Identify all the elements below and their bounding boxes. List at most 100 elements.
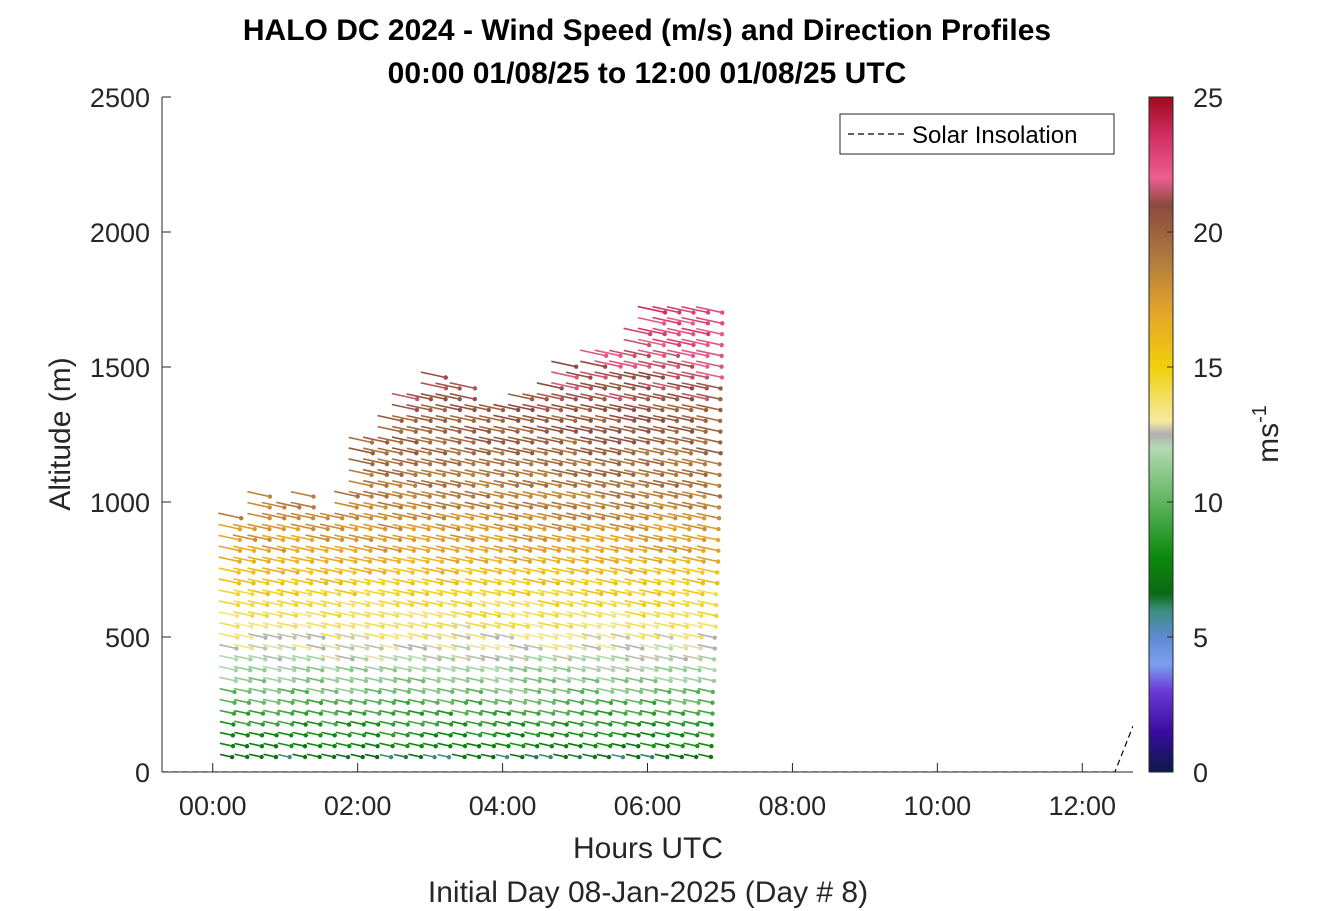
- wind-vector-head: [702, 494, 707, 499]
- wind-vector: [420, 436, 445, 444]
- wind-vector: [580, 414, 605, 422]
- wind-vector-head: [261, 678, 267, 684]
- wind-vector: [435, 523, 459, 530]
- wind-vector: [437, 720, 452, 726]
- wind-vector-head: [636, 733, 641, 738]
- wind-vector: [567, 731, 582, 737]
- wind-vector: [494, 567, 515, 574]
- wind-vector-head: [625, 667, 630, 673]
- wind-vector-head: [395, 591, 400, 597]
- wind-vector-head: [717, 483, 722, 488]
- wind-vector: [277, 633, 295, 639]
- wind-vector: [451, 676, 468, 682]
- wind-vector: [594, 382, 620, 390]
- wind-vector: [637, 305, 666, 314]
- wind-vector-head: [582, 646, 587, 651]
- wind-vector: [465, 687, 482, 693]
- wind-vector-head: [645, 461, 650, 467]
- wind-vector-head: [654, 657, 660, 662]
- wind-vector-head: [541, 581, 546, 586]
- wind-vector-head: [661, 342, 666, 348]
- wind-vector: [681, 316, 709, 325]
- wind-vector: [233, 567, 254, 574]
- wind-vector-head: [411, 537, 417, 543]
- wind-vector-head: [701, 537, 707, 543]
- wind-vector: [478, 404, 504, 411]
- wind-vector: [667, 534, 690, 541]
- wind-vector: [495, 709, 510, 715]
- wind-vector-head: [593, 733, 599, 738]
- wind-vector: [668, 676, 686, 682]
- wind-vector: [464, 501, 489, 509]
- wind-vector: [422, 731, 437, 737]
- wind-vector-head: [646, 429, 651, 434]
- wind-vector-head: [442, 429, 448, 434]
- wind-vector-head: [601, 505, 606, 510]
- wind-vector-head: [558, 407, 564, 413]
- wind-vector: [218, 611, 238, 617]
- wind-vector-head: [414, 396, 420, 402]
- wind-vector-head: [405, 700, 411, 705]
- wind-vector-head: [542, 526, 547, 532]
- wind-vector-head: [528, 505, 534, 510]
- wind-vector: [248, 644, 266, 650]
- wind-vector-head: [602, 451, 607, 456]
- wind-vector: [377, 523, 401, 530]
- wind-vector: [508, 654, 527, 660]
- wind-vector-head: [673, 505, 678, 510]
- wind-vector: [508, 469, 532, 476]
- wind-vector: [565, 512, 590, 519]
- wind-vector-head: [471, 429, 477, 434]
- wind-vector: [363, 600, 383, 606]
- wind-vector-head: [457, 418, 462, 424]
- wind-vector: [436, 698, 453, 704]
- wind-vector-head: [390, 743, 395, 749]
- wind-vector: [248, 720, 263, 726]
- wind-vector: [695, 316, 723, 325]
- wind-vector-head: [536, 689, 542, 695]
- wind-vector: [681, 305, 709, 314]
- wind-vector: [421, 654, 440, 660]
- wind-vector-head: [395, 602, 400, 608]
- wind-vector: [682, 600, 703, 606]
- wind-vector: [695, 360, 722, 368]
- wind-vector-head: [364, 657, 369, 662]
- wind-vector-head: [273, 744, 279, 749]
- wind-vector-head: [321, 635, 326, 640]
- wind-vector-head: [689, 396, 695, 402]
- wind-vector-head: [572, 505, 578, 510]
- wind-vector: [682, 589, 703, 595]
- wind-vector: [276, 610, 297, 617]
- wind-vector: [421, 589, 442, 595]
- wind-vector: [696, 512, 720, 519]
- wind-vector-head: [703, 407, 709, 413]
- wind-vector-head: [623, 700, 628, 705]
- wind-vector: [522, 425, 547, 433]
- wind-vector-head: [537, 678, 542, 684]
- wind-vector-head: [470, 505, 475, 510]
- wind-vector: [262, 622, 281, 628]
- wind-vector: [392, 556, 414, 563]
- wind-vector: [420, 425, 446, 433]
- wind-vector-head: [500, 418, 505, 424]
- wind-vector-head: [493, 700, 498, 705]
- wind-vector: [537, 632, 557, 639]
- wind-vector: [407, 632, 427, 639]
- wind-vector: [567, 720, 582, 726]
- wind-vector-head: [662, 331, 667, 337]
- wind-vector-head: [237, 537, 243, 543]
- wind-vector: [451, 720, 466, 726]
- wind-vector: [638, 382, 664, 390]
- wind-vector-head: [611, 624, 617, 629]
- wind-vector-head: [624, 657, 630, 662]
- wind-vector: [494, 621, 514, 628]
- wind-vector-head: [659, 472, 665, 478]
- wind-vector-head: [653, 689, 658, 695]
- wind-vector-head: [540, 592, 545, 597]
- wind-vector-head: [483, 548, 489, 553]
- wind-vector-head: [422, 657, 427, 662]
- wind-vector-head: [541, 559, 546, 564]
- wind-vector-head: [398, 429, 404, 434]
- wind-vector-head: [675, 353, 681, 359]
- wind-vector: [668, 589, 688, 596]
